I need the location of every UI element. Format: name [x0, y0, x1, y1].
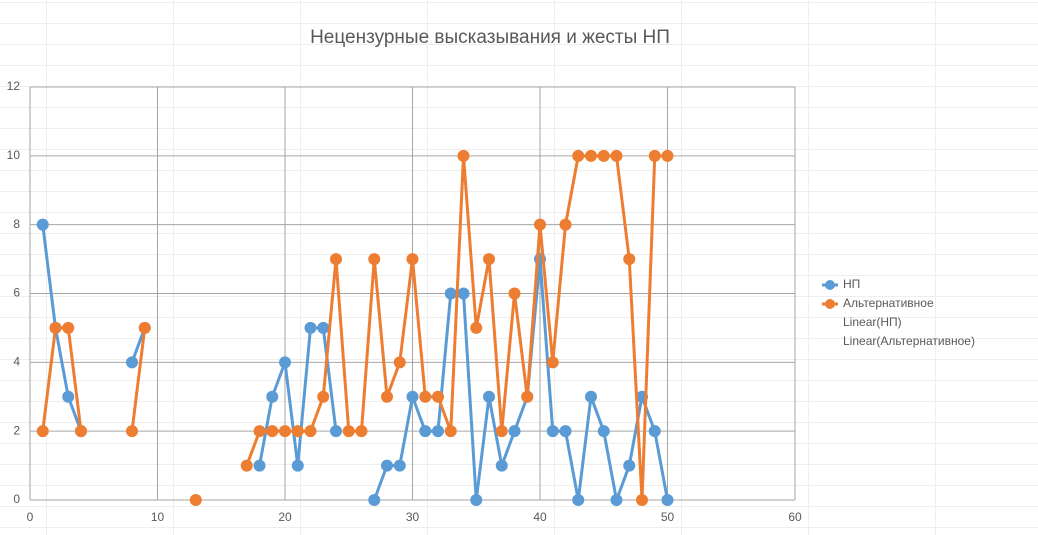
legend-swatch: [825, 299, 835, 309]
data-point: [189, 494, 202, 506]
data-point: [470, 321, 483, 334]
series-line: [41, 154, 668, 502]
data-point: [521, 390, 534, 403]
data-point: [648, 425, 661, 438]
data-point: [546, 356, 559, 369]
data-point: [661, 494, 674, 506]
chart-title: Нецензурные высказывания и жесты НП: [310, 27, 670, 48]
data-point: [393, 459, 406, 472]
data-point: [444, 287, 457, 300]
x-tick-label: 40: [533, 510, 547, 524]
data-point: [355, 425, 368, 438]
y-tick-label: 6: [13, 286, 20, 300]
data-point: [393, 356, 406, 369]
data-point: [432, 425, 444, 438]
data-point: [585, 149, 597, 162]
data-point: [457, 287, 470, 300]
data-point: [508, 425, 521, 438]
data-point: [406, 390, 419, 403]
legend-label: Linear(Альтернативное): [843, 334, 975, 348]
x-tick-label: 60: [788, 510, 802, 524]
data-point: [483, 253, 495, 266]
data-point: [62, 390, 75, 403]
data-point: [266, 425, 279, 438]
data-point: [381, 459, 393, 472]
data-point: [636, 494, 648, 506]
data-point: [470, 494, 483, 506]
data-point: [444, 425, 457, 438]
data-point: [419, 425, 432, 438]
data-point: [253, 459, 266, 472]
series-line: [41, 224, 669, 502]
data-point: [495, 425, 508, 438]
data-point: [559, 218, 572, 231]
legend-swatch: [825, 280, 835, 290]
data-point: [623, 459, 636, 472]
data-point: [508, 287, 521, 300]
data-point: [49, 321, 62, 334]
data-point: [304, 425, 317, 438]
data-point: [483, 390, 495, 403]
x-tick-label: 0: [27, 510, 34, 524]
data-point: [597, 149, 610, 162]
data-point: [381, 390, 393, 403]
data-point: [75, 425, 87, 438]
data-point: [62, 321, 75, 334]
data-point: [597, 425, 610, 438]
y-tick-label: 0: [13, 492, 20, 506]
x-tick-label: 20: [278, 510, 292, 524]
data-point: [432, 390, 444, 403]
data-point: [419, 390, 432, 403]
data-point: [279, 356, 291, 369]
y-tick-label: 2: [13, 423, 20, 437]
y-tick-label: 8: [13, 217, 20, 231]
data-point: [368, 494, 381, 506]
data-point: [317, 390, 330, 403]
data-point: [495, 459, 508, 472]
legend-label: Linear(НП): [843, 315, 902, 329]
legend-label: Альтернативное: [843, 296, 934, 310]
y-tick-label: 12: [7, 79, 21, 93]
data-point: [291, 459, 304, 472]
data-point: [126, 356, 138, 369]
y-tick-label: 10: [7, 148, 21, 162]
data-point: [610, 149, 623, 162]
data-point: [279, 425, 291, 438]
data-point: [648, 149, 661, 162]
data-point: [291, 425, 304, 438]
data-point: [317, 321, 330, 334]
data-point: [240, 459, 253, 472]
x-tick-label: 30: [406, 510, 420, 524]
data-point: [610, 494, 623, 506]
data-point: [368, 253, 381, 266]
data-point: [572, 149, 585, 162]
data-point: [126, 425, 138, 438]
data-point: [36, 425, 49, 438]
y-tick-label: 4: [13, 355, 20, 369]
data-point: [406, 253, 419, 266]
data-point: [330, 425, 342, 438]
legend-label: НП: [843, 277, 860, 291]
data-point: [457, 149, 470, 162]
data-point: [253, 425, 266, 438]
data-point: [304, 321, 317, 334]
data-point: [342, 425, 355, 438]
data-point: [138, 321, 151, 334]
data-point: [661, 149, 674, 162]
x-tick-label: 10: [151, 510, 165, 524]
data-point: [559, 425, 572, 438]
data-point: [266, 390, 279, 403]
data-point: [623, 253, 636, 266]
data-point: [572, 494, 585, 506]
data-point: [330, 253, 342, 266]
data-point: [534, 218, 546, 231]
data-point: [585, 390, 597, 403]
data-point: [36, 218, 49, 231]
x-tick-label: 50: [661, 510, 675, 524]
data-point: [546, 425, 559, 438]
